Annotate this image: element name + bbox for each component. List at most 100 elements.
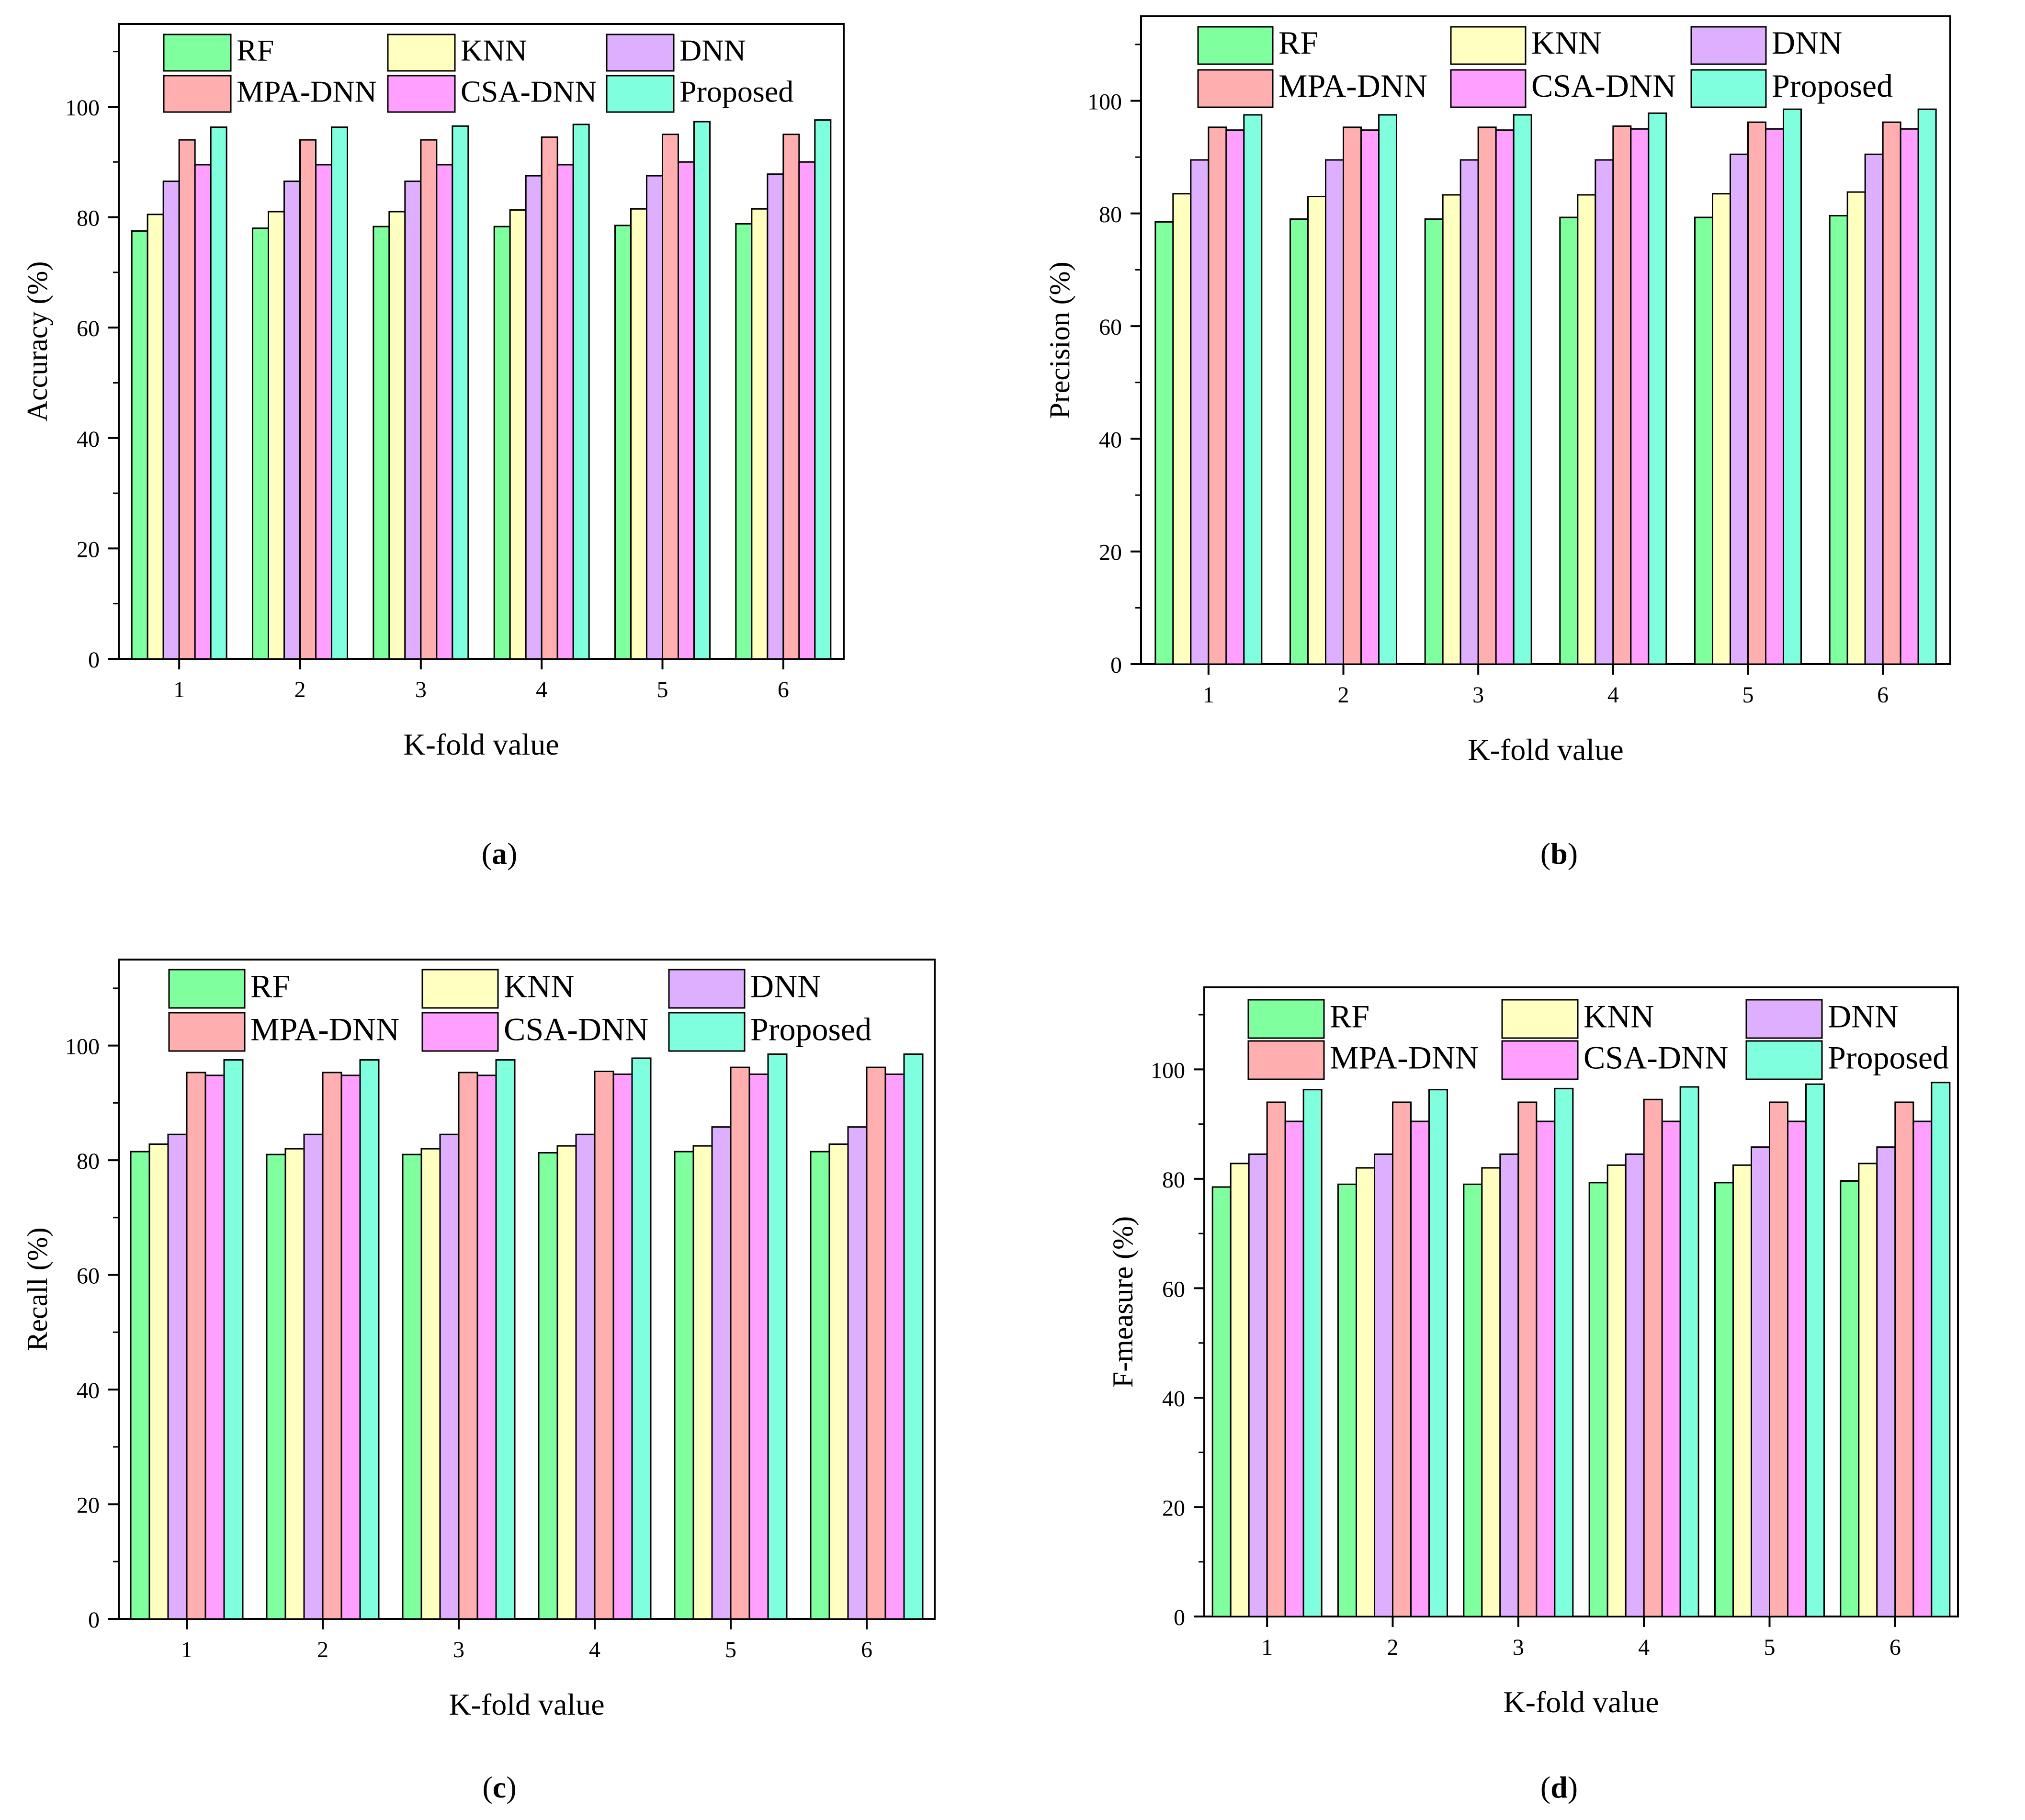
y-axis-label: Recall (%) — [22, 1227, 53, 1351]
bar-dnn-3 — [1499, 1153, 1519, 1617]
bar-proposed-5 — [1783, 108, 1802, 665]
caption-b-letter: b — [1550, 837, 1568, 870]
bar-dnn-5 — [1730, 153, 1749, 665]
x-tick-label: 3 — [453, 1637, 464, 1662]
bar-knn-6 — [828, 1143, 849, 1620]
y-tick-label: 20 — [1162, 1495, 1185, 1521]
y-tick-label: 0 — [1110, 653, 1122, 678]
bar-mpa-dnn-2 — [1343, 126, 1362, 665]
chart-a: 0 20 40 60 80 100 Accuracy (%) 1 2 3 4 5 6 K-fold val… — [22, 23, 845, 761]
x-tick-label: 5 — [725, 1637, 736, 1662]
y-tick-label: 0 — [88, 647, 100, 673]
bar-mpa-dnn-1 — [1266, 1101, 1286, 1617]
bar-proposed-5 — [767, 1053, 788, 1620]
chart-c: 0 20 40 60 80 100 Recall (%) 1 2 3 4 5 6 K-fold value… — [22, 959, 936, 1721]
y-tick-label: 20 — [1099, 540, 1122, 565]
y-tick-label: 100 — [1151, 1058, 1185, 1083]
plot-frame — [118, 23, 845, 660]
bar-rf-2 — [266, 1153, 286, 1620]
legend-swatch-mpa-dnn — [1247, 1040, 1325, 1080]
bar-proposed-4 — [1679, 1086, 1699, 1617]
bar-csa-dnn-3 — [436, 164, 453, 660]
legend-swatch-knn — [387, 34, 456, 72]
bar-mpa-dnn-1 — [178, 139, 196, 660]
y-tick-label: 100 — [65, 95, 100, 121]
legend-swatch-dnn — [668, 969, 746, 1009]
x-tick-label: 1 — [1203, 682, 1214, 708]
bar-dnn-4 — [1595, 159, 1614, 665]
legend-label-csa-dnn: CSA-DNN — [1531, 68, 1676, 104]
bar-mpa-dnn-6 — [782, 134, 800, 660]
bar-knn-1 — [1230, 1163, 1250, 1617]
legend-swatch-rf — [1197, 26, 1274, 65]
legend-label-rf: RF — [250, 968, 290, 1005]
bar-csa-dnn-4 — [612, 1073, 633, 1620]
legend-swatch-proposed — [606, 75, 675, 113]
legend-label-mpa-dnn: MPA-DNN — [1278, 68, 1427, 104]
bar-proposed-6 — [903, 1053, 924, 1620]
bar-rf-6 — [810, 1151, 830, 1620]
x-tick-label: 4 — [1638, 1635, 1650, 1660]
legend-label-dnn: DNN — [750, 968, 821, 1005]
x-tick-label: 4 — [1607, 682, 1619, 708]
legend-swatch-rf — [163, 34, 232, 72]
bar-knn-4 — [1606, 1164, 1627, 1617]
bar-proposed-3 — [1554, 1087, 1574, 1617]
chart-d: 0 20 40 60 80 100 F-measure (%) 1 2 3 4 5 6 K-fold va… — [1107, 986, 1959, 1719]
legend-swatch-rf — [1247, 999, 1325, 1039]
legend-label-rf: RF — [1330, 998, 1369, 1035]
caption-d: (d) — [1540, 1770, 1578, 1804]
legend-label-knn: KNN — [461, 34, 527, 68]
legend-swatch-dnn — [1690, 26, 1767, 65]
legend-swatch-csa-dnn — [387, 75, 456, 113]
bar-dnn-2 — [1325, 159, 1344, 665]
bar-mpa-dnn-2 — [299, 139, 317, 660]
chart-panel-b: 0 20 40 60 80 100 Precision (%) 1 2 3 4 5 6 K-fold va… — [0, 0, 2025, 814]
legend-label-csa-dnn: CSA-DNN — [1584, 1040, 1728, 1076]
y-tick-label: 0 — [88, 1607, 100, 1633]
legend-label-dnn: DNN — [679, 34, 746, 68]
chart-panel-d: 0 20 40 60 80 100 F-measure (%) 1 2 3 4 5 6 K-fold va… — [1107, 986, 1959, 1719]
bar-dnn-4 — [1625, 1153, 1645, 1617]
bar-rf-2 — [1337, 1183, 1357, 1617]
bar-dnn-5 — [711, 1126, 732, 1620]
bar-proposed-5 — [693, 121, 711, 660]
bar-proposed-3 — [495, 1059, 516, 1620]
bar-knn-2 — [1356, 1167, 1375, 1617]
bar-rf-3 — [1463, 1183, 1483, 1617]
y-tick-label: 100 — [1087, 89, 1122, 114]
legend-label-dnn: DNN — [1828, 998, 1898, 1035]
legend-label-knn: KNN — [504, 968, 574, 1005]
bar-csa-dnn-1 — [194, 164, 212, 660]
legend-label-proposed: Proposed — [679, 75, 793, 109]
legend-swatch-csa-dnn — [1450, 69, 1527, 108]
bar-dnn-5 — [1751, 1146, 1770, 1617]
bar-proposed-2 — [1428, 1089, 1448, 1617]
bar-proposed-4 — [1648, 112, 1667, 665]
y-tick-label: 60 — [1162, 1277, 1185, 1302]
legend-swatch-csa-dnn — [1501, 1040, 1579, 1080]
bar-csa-dnn-2 — [315, 164, 332, 660]
x-tick-label: 2 — [294, 677, 306, 702]
x-axis-label: K-fold value — [1503, 1685, 1659, 1719]
legend-label-rf: RF — [237, 34, 274, 68]
bar-csa-dnn-1 — [1284, 1120, 1304, 1617]
x-axis-label: K-fold value — [403, 727, 559, 761]
bar-rf-4 — [538, 1152, 558, 1620]
legend-swatch-proposed — [1745, 1040, 1823, 1080]
bar-knn-4 — [509, 209, 527, 660]
legend-label-knn: KNN — [1584, 998, 1654, 1035]
bar-csa-dnn-2 — [340, 1074, 361, 1620]
x-tick-label: 4 — [536, 677, 547, 702]
legend-label-dnn: DNN — [1772, 24, 1842, 61]
bar-proposed-4 — [572, 124, 590, 660]
x-tick-label: 6 — [861, 1637, 872, 1662]
caption-c: (c) — [482, 1770, 517, 1804]
bar-rf-5 — [674, 1151, 694, 1620]
legend-swatch-mpa-dnn — [1197, 69, 1274, 108]
bar-dnn-6 — [1876, 1146, 1896, 1617]
bar-rf-5 — [1714, 1182, 1734, 1617]
legend-label-proposed: Proposed — [1772, 68, 1893, 104]
bar-dnn-6 — [1864, 153, 1884, 665]
bar-dnn-6 — [767, 173, 784, 660]
